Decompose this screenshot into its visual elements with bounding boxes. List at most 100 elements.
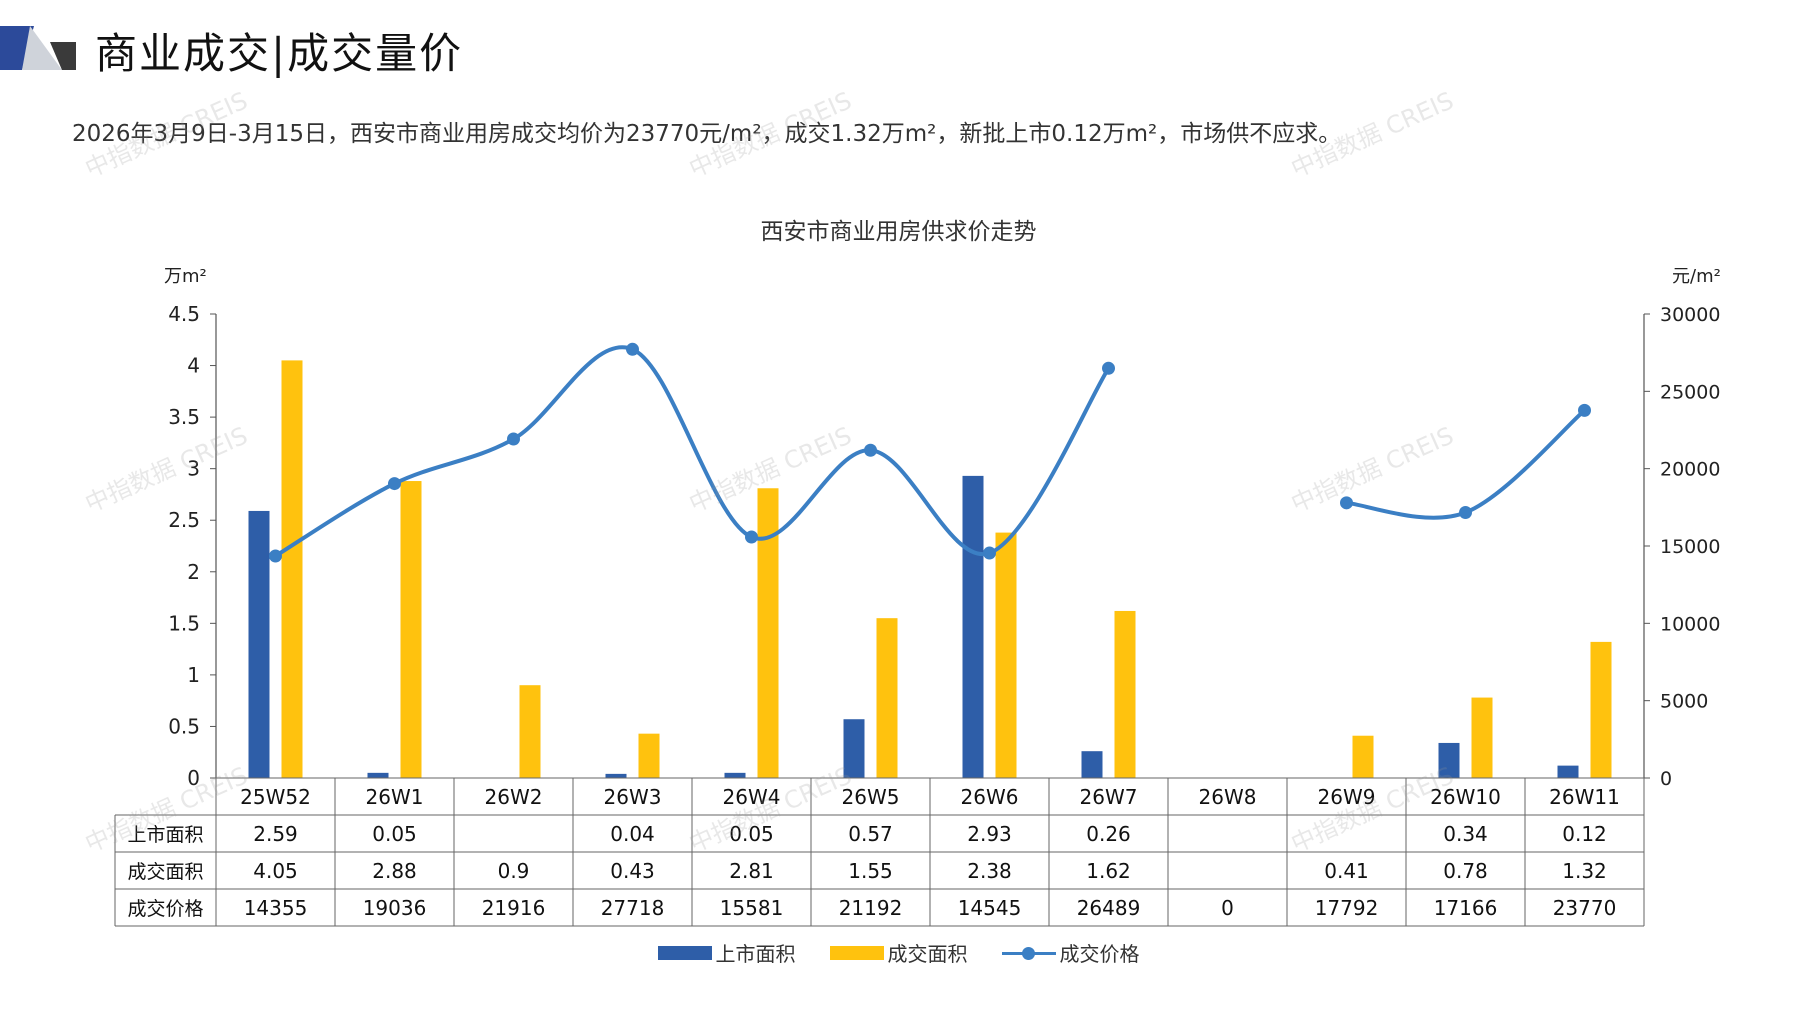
bar-listed (367, 772, 389, 778)
table-cell: 14355 (244, 896, 308, 920)
table-cell: 2.81 (729, 859, 774, 883)
table-cell: 0.41 (1324, 859, 1369, 883)
legend-label-sold: 成交面积 (887, 942, 968, 966)
bar-sold (638, 733, 660, 778)
table-cell: 17792 (1315, 896, 1379, 920)
y-right-tick-label: 25000 (1660, 381, 1720, 403)
table-row-label: 上市面积 (127, 824, 203, 846)
table-cell: 0.34 (1443, 822, 1488, 846)
bar-sold (519, 685, 541, 778)
x-tick-label: 26W11 (1549, 785, 1620, 809)
x-tick-label: 26W6 (961, 785, 1019, 809)
table-cell: 2.38 (967, 859, 1012, 883)
bar-listed (248, 510, 270, 778)
y-left-tick-label: 4 (187, 354, 200, 378)
price-point (745, 530, 758, 544)
price-point (1578, 403, 1591, 417)
table-cell: 2.59 (253, 822, 298, 846)
bar-listed (1557, 765, 1579, 778)
legend-item-price: 成交价格 (1001, 938, 1140, 967)
table-row-label: 成交面积 (127, 861, 203, 883)
legend-label-price: 成交价格 (1059, 942, 1140, 966)
bar-sold (1352, 735, 1374, 778)
x-tick-label: 25W52 (240, 785, 311, 809)
price-point (1102, 361, 1115, 375)
x-tick-label: 26W9 (1318, 785, 1376, 809)
table-cell: 2.88 (372, 859, 417, 883)
table-cell: 0.26 (1086, 822, 1131, 846)
table-cell: 1.32 (1562, 859, 1607, 883)
table-cell: 0.57 (848, 822, 893, 846)
legend-swatch-price (1001, 946, 1056, 960)
summary-text: 2026年3月9日-3月15日，西安市商业用房成交均价为23770元/m²，成交… (72, 121, 1342, 147)
price-point (983, 546, 996, 560)
bar-sold (876, 618, 898, 778)
price-point (269, 549, 282, 563)
x-tick-label: 26W8 (1199, 785, 1257, 809)
table-cell: 0 (1221, 896, 1234, 920)
table-cell: 21916 (482, 896, 546, 920)
bar-sold (281, 360, 303, 778)
bar-listed (1438, 742, 1460, 778)
x-tick-label: 26W10 (1430, 785, 1501, 809)
y-right-tick-label: 0 (1660, 768, 1672, 790)
x-tick-label: 26W7 (1080, 785, 1138, 809)
y-right-tick-label: 10000 (1660, 613, 1720, 635)
price-point (388, 477, 401, 491)
price-line (1346, 408, 1586, 520)
table-cell: 0.43 (610, 859, 655, 883)
table-cell: 0.05 (729, 822, 774, 846)
bar-sold (995, 532, 1017, 778)
y-left-tick-label: 0.5 (168, 714, 200, 738)
table-cell: 17166 (1434, 896, 1498, 920)
x-tick-label: 26W5 (842, 785, 900, 809)
table-cell: 15581 (720, 896, 784, 920)
x-tick-label: 26W3 (604, 785, 662, 809)
bar-listed (724, 772, 746, 778)
x-tick-label: 26W1 (366, 785, 424, 809)
y-right-tick-label: 15000 (1660, 536, 1720, 558)
table-cell: 2.93 (967, 822, 1012, 846)
chart-title: 西安市商业用房供求价走势 (760, 219, 1037, 245)
table-cell: 0.12 (1562, 822, 1607, 846)
table-cell: 1.55 (848, 859, 893, 883)
price-point (507, 432, 520, 446)
bar-sold (400, 481, 422, 778)
price-point (1340, 496, 1353, 510)
bar-listed (605, 773, 627, 778)
table-cell: 19036 (363, 896, 427, 920)
y-right-unit: 元/m² (1672, 266, 1721, 287)
y-left-tick-label: 0 (187, 766, 200, 790)
table-cell: 27718 (601, 896, 665, 920)
bar-listed (962, 475, 984, 778)
legend-label-listed: 上市面积 (715, 942, 796, 966)
legend-swatch-sold (829, 945, 884, 960)
page-title: 商业成交|成交量价 (95, 29, 464, 78)
price-point (626, 342, 639, 356)
table-cell: 26489 (1077, 896, 1141, 920)
bar-listed (1081, 751, 1103, 778)
y-left-unit: 万m² (164, 266, 207, 287)
x-tick-label: 26W4 (723, 785, 781, 809)
bar-sold (1114, 610, 1136, 778)
bar-sold (1471, 697, 1493, 778)
bar-sold (757, 488, 779, 778)
table-cell: 21192 (839, 896, 903, 920)
table-cell: 0.04 (610, 822, 655, 846)
legend-item-sold: 成交面积 (829, 938, 968, 967)
y-right-tick-label: 20000 (1660, 459, 1720, 481)
legend-item-listed: 上市面积 (657, 938, 796, 967)
chart-legend: 上市面积 成交面积 成交价格 (0, 938, 1797, 967)
y-left-tick-label: 4.5 (168, 302, 200, 326)
y-left-tick-label: 1.5 (168, 611, 200, 635)
legend-swatch-listed (657, 945, 712, 960)
table-cell: 4.05 (253, 859, 298, 883)
table-cell: 0.78 (1443, 859, 1488, 883)
y-left-tick-label: 2.5 (168, 508, 200, 532)
table-cell: 0.9 (498, 859, 530, 883)
price-line (274, 345, 1111, 558)
bar-listed (843, 719, 865, 778)
table-cell: 1.62 (1086, 859, 1131, 883)
y-right-tick-label: 5000 (1660, 691, 1708, 713)
